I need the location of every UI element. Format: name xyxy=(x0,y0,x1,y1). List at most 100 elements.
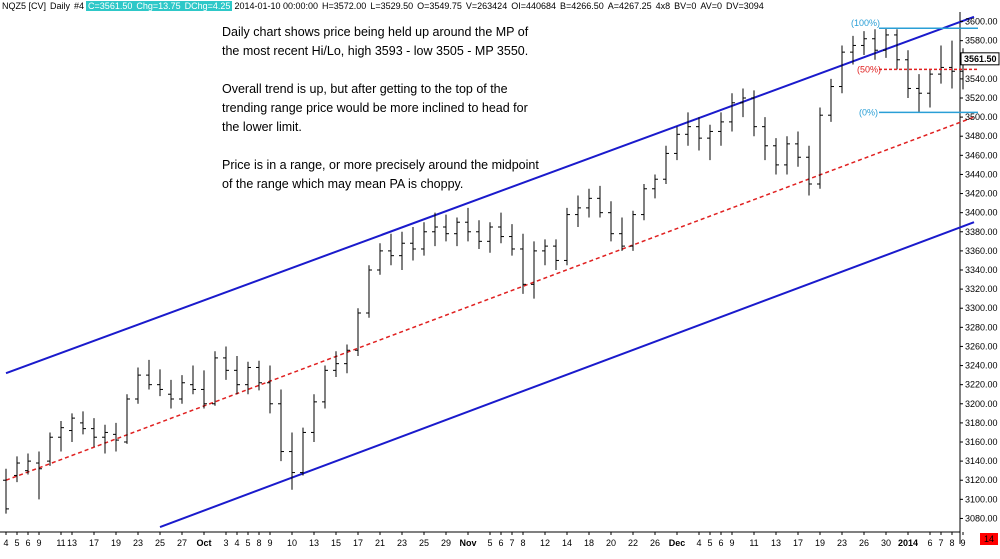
header-bar-no: #4 xyxy=(74,1,85,11)
x-tick-label: 11 xyxy=(56,538,65,548)
header-size: 4x8 xyxy=(655,1,671,11)
price-label: 3561.50 xyxy=(964,54,997,64)
x-tick-label: 18 xyxy=(584,538,594,548)
ohlc-bar xyxy=(3,468,9,514)
ohlc-bar xyxy=(663,145,669,184)
ohlc-bars xyxy=(3,28,966,514)
y-tick-label: 3120.00 xyxy=(965,475,998,485)
x-tick-label: 25 xyxy=(155,538,165,548)
ohlc-bar xyxy=(223,346,229,380)
date-flag: 14 xyxy=(980,533,998,545)
ohlc-bar xyxy=(168,379,174,409)
x-tick-label: 10 xyxy=(287,538,297,548)
ohlc-bar xyxy=(839,45,845,94)
y-tick-label: 3340.00 xyxy=(965,265,998,275)
ohlc-bar xyxy=(14,456,20,483)
x-tick-label: 23 xyxy=(397,538,407,548)
ohlc-bar xyxy=(630,210,636,251)
ohlc-bar xyxy=(531,241,537,299)
ohlc-bar xyxy=(388,233,394,266)
x-tick-label: Oct xyxy=(196,538,211,548)
y-tick-label: 3200.00 xyxy=(965,399,998,409)
x-tick-label: 11 xyxy=(749,538,758,548)
ohlc-bar xyxy=(399,231,405,270)
y-tick-label: 3360.00 xyxy=(965,246,998,256)
x-tick-label: 6 xyxy=(927,538,932,548)
ohlc-bar xyxy=(575,195,581,227)
ohlc-bar xyxy=(685,112,691,146)
x-tick-label: 9 xyxy=(729,538,734,548)
channel-upper-line xyxy=(5,15,975,375)
y-tick-label: 3240.00 xyxy=(965,361,998,371)
ohlc-bar xyxy=(773,138,779,175)
x-tick-label: 22 xyxy=(628,538,638,548)
x-tick-label: 13 xyxy=(771,538,781,548)
ohlc-bar xyxy=(179,375,185,404)
annotation-line: the lower limit. xyxy=(222,120,302,134)
header-symbol: NQZ5 [CV] xyxy=(2,1,47,11)
y-tick-label: 3440.00 xyxy=(965,169,998,179)
ohlc-bar xyxy=(586,188,592,218)
y-tick-label: 3320.00 xyxy=(965,284,998,294)
ohlc-bar xyxy=(377,243,383,275)
x-tick-label: 8 xyxy=(949,538,954,548)
x-tick-label: 14 xyxy=(562,538,572,548)
x-tick-label: 5 xyxy=(14,538,19,548)
header-oi: OI=440684 xyxy=(511,1,556,11)
ohlc-bar xyxy=(465,207,471,242)
x-tick-label: 27 xyxy=(177,538,187,548)
x-tick-label: 9 xyxy=(960,538,965,548)
header-bv: BV=0 xyxy=(674,1,697,11)
x-tick-label: 9 xyxy=(267,538,272,548)
header-close: C=3561.50 xyxy=(86,1,135,11)
x-tick-label: 17 xyxy=(353,538,363,548)
ohlc-bar xyxy=(443,214,449,242)
x-tick-label: 4 xyxy=(696,538,701,548)
x-tick-label: 26 xyxy=(650,538,660,548)
x-tick-label: 17 xyxy=(793,538,803,548)
x-tick-label: 8 xyxy=(256,538,261,548)
header-ask: A=4267.25 xyxy=(607,1,652,11)
ohlc-bar xyxy=(454,217,460,247)
ohlc-bar xyxy=(190,365,196,395)
x-tick-label: 17 xyxy=(89,538,99,548)
x-tick-label: 4 xyxy=(3,538,8,548)
annotation-line: Price is in a range, or more precisely a… xyxy=(222,158,539,172)
x-tick-label: 8 xyxy=(520,538,525,548)
x-tick-label: 6 xyxy=(498,538,503,548)
ohlc-bar xyxy=(234,356,240,395)
ohlc-bar xyxy=(949,40,955,89)
ohlc-bar xyxy=(938,45,944,84)
ohlc-bar xyxy=(784,136,790,175)
ohlc-bar xyxy=(916,74,922,113)
x-tick-label: 20 xyxy=(606,538,616,548)
ohlc-bar xyxy=(245,361,251,395)
header-dv: DV=3094 xyxy=(726,1,764,11)
header-interval: Daily xyxy=(50,1,71,11)
ohlc-bar xyxy=(80,411,86,435)
y-tick-label: 3380.00 xyxy=(965,227,998,237)
ohlc-bar xyxy=(47,432,53,466)
ohlc-bar xyxy=(322,365,328,409)
x-tick-label: 26 xyxy=(859,538,869,548)
annotation-line: Daily chart shows price being held up ar… xyxy=(222,25,529,39)
ohlc-bar xyxy=(58,420,64,452)
fib-50-label: (50%) xyxy=(857,64,881,74)
ohlc-bar xyxy=(850,35,856,65)
x-tick-label: 5 xyxy=(245,538,250,548)
y-tick-label: 3400.00 xyxy=(965,208,998,218)
x-tick-label: 9 xyxy=(36,538,41,548)
x-tick-label: Dec xyxy=(669,538,686,548)
x-axis: 4 5 6 9 11 13 17 19 23 25 27 Oct 3 4 5 8 9 10 13 15 17 21 23 25… xyxy=(3,532,966,548)
y-tick-label: 3420.00 xyxy=(965,189,998,199)
ohlc-bar xyxy=(905,50,911,98)
ohlc-bar xyxy=(894,29,900,70)
header-dchange: DChg=4.25 xyxy=(182,1,233,11)
ohlc-bar xyxy=(553,239,559,270)
x-tick-label: 23 xyxy=(133,538,143,548)
y-tick-label: 3540.00 xyxy=(965,74,998,84)
ohlc-bar xyxy=(113,422,119,452)
y-tick-label: 3140.00 xyxy=(965,456,998,466)
ohlc-bar xyxy=(751,90,757,137)
